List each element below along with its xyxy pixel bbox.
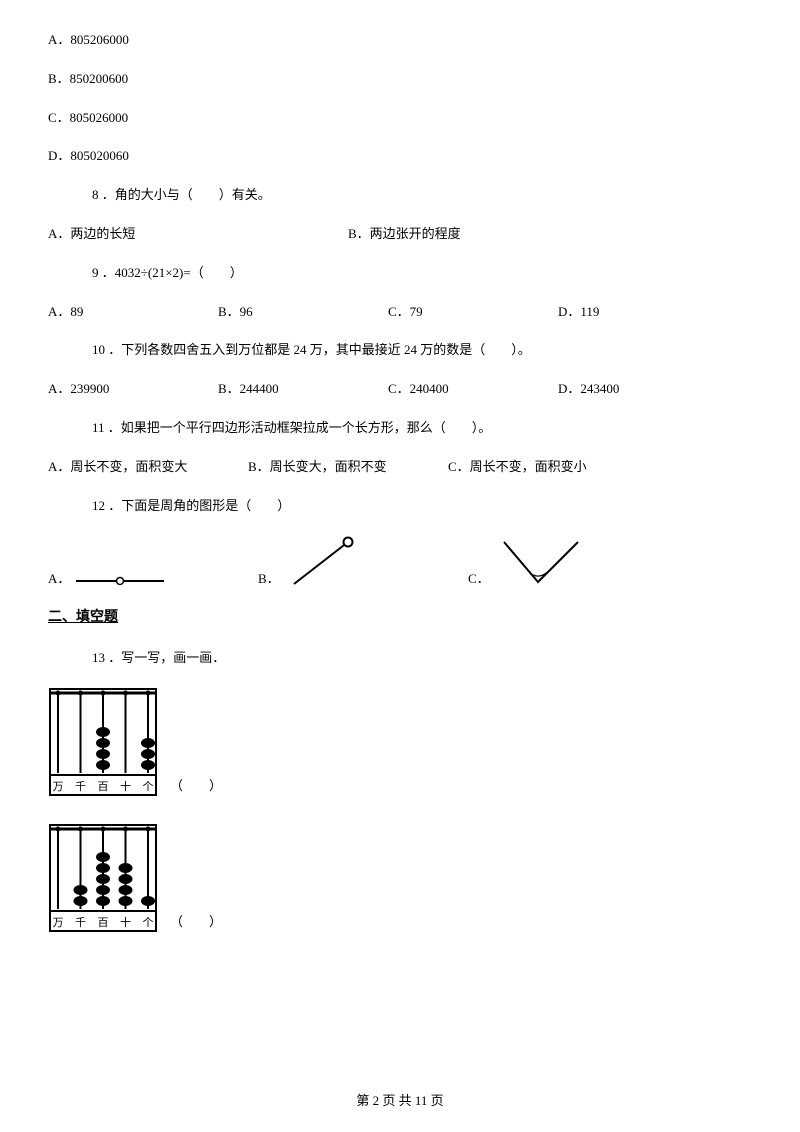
q8-stem: 8 ．角的大小与（ ）有关。 [48,185,752,206]
q13-abacus-1-row: 万千百十个 （ ） [48,687,752,797]
q9-option-d: D．119 [558,302,728,323]
q11-option-a: A．周长不变，面积变大 [48,457,248,478]
svg-text:十: 十 [120,915,131,929]
q9-options: A．89 B．96 C．79 D．119 [48,302,752,323]
svg-text:百: 百 [98,781,109,793]
q10-option-a: A．239900 [48,379,218,400]
svg-text:十: 十 [120,779,131,793]
full-angle-icon [76,559,164,589]
q7-option-d: D．805020060 [48,146,752,167]
page: A．805206000 B．850200600 C．805026000 D．80… [0,0,800,1132]
q10-options: A．239900 B．244400 C．240400 D．243400 [48,379,752,400]
q9-option-a: A．89 [48,302,218,323]
q7-option-c: C．805026000 [48,108,752,129]
q9-option-b: B．96 [218,302,388,323]
svg-text:万: 万 [53,917,64,929]
q9-stem: 9 ．4032÷(21×2)=（ ） [48,263,752,284]
q13-blank-2: （ ） [170,912,222,933]
q9-option-c: C．79 [388,302,558,323]
q13-abacus-2-row: 万千百十个 （ ） [48,823,752,933]
svg-text:万: 万 [53,781,64,793]
section-2-title: 二、填空题 [48,607,752,629]
q12-option-b-label: B． [258,569,280,590]
q12-option-c-label: C． [468,569,490,590]
ray-angle-icon [286,534,366,589]
q7-option-b: B．850200600 [48,69,752,90]
svg-text:个: 个 [143,780,154,793]
q7-option-a: A．805206000 [48,30,752,51]
svg-text:千: 千 [75,780,86,793]
q10-option-c: C．240400 [388,379,558,400]
q13-stem: 13 ．写一写，画一画． [48,648,752,669]
page-footer: 第 2 页 共 11 页 [0,1091,800,1112]
svg-text:个: 个 [143,916,154,929]
q12-option-a-label: A． [48,569,70,590]
q8-options: A．两边的长短 B．两边张开的程度 [48,224,752,245]
q10-option-d: D．243400 [558,379,728,400]
svg-text:千: 千 [75,916,86,929]
q10-option-b: B．244400 [218,379,388,400]
q8-option-a: A．两边的长短 [48,224,348,245]
q13-blank-1: （ ） [170,776,222,797]
q12-stem: 12 ．下面是周角的图形是（ ） [48,496,752,517]
q8-option-b: B．两边张开的程度 [348,224,461,245]
q12-options: A． B． C． [48,534,752,589]
q11-option-c: C．周长不变，面积变小 [448,457,648,478]
svg-text:百: 百 [98,917,109,929]
q10-stem: 10 ．下列各数四舍五入到万位都是 24 万，其中最接近 24 万的数是（ ）。 [48,340,752,361]
q11-options: A．周长不变，面积变大 B．周长变大，面积不变 C．周长不变，面积变小 [48,457,752,478]
abacus-diagram-1: 万千百十个 [48,687,158,797]
q11-option-b: B．周长变大，面积不变 [248,457,448,478]
acute-angle-icon [496,534,586,589]
q11-stem: 11 ．如果把一个平行四边形活动框架拉成一个长方形，那么（ ）。 [48,418,752,439]
abacus-diagram-2: 万千百十个 [48,823,158,933]
